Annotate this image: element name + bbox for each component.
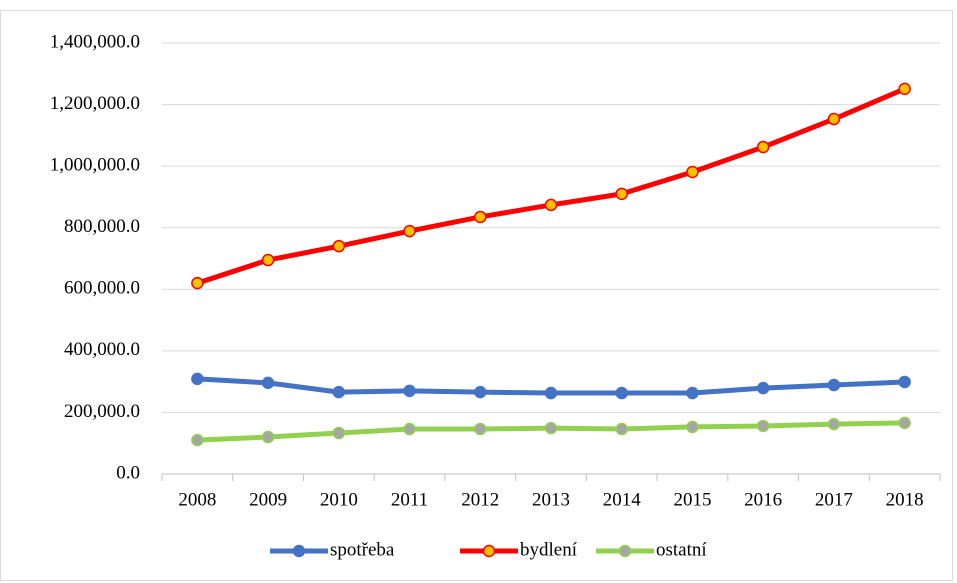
data-point [403,384,416,398]
legend-marker [292,544,306,558]
data-point [261,376,275,390]
x-tick-label: 2008 [178,489,216,510]
data-point [544,386,558,400]
x-tick-label: 2010 [320,489,358,510]
data-point [756,419,770,433]
x-tick-label: 2014 [603,489,642,510]
data-point [544,421,558,435]
data-point [756,381,770,395]
data-point [474,385,487,399]
y-tick-label: 1,400,000.0 [50,31,140,52]
legend-marker [618,544,632,558]
data-point [898,416,911,430]
data-point [827,417,841,431]
x-tick-label: 2009 [249,489,287,510]
x-tick-label: 2015 [673,489,711,510]
x-tick-label: 2016 [744,489,782,510]
data-point [686,386,699,400]
x-tick-label: 2012 [461,489,499,510]
data-point [474,210,487,224]
data-point [261,253,275,267]
y-tick-label: 1,000,000.0 [50,155,140,176]
y-tick-label: 400,000.0 [64,339,140,360]
chart-border [0,10,953,581]
data-point [403,422,416,436]
y-tick-label: 1,200,000.0 [50,93,140,114]
data-point [261,430,275,444]
data-point [191,276,204,290]
data-point [474,422,487,436]
y-tick-label: 800,000.0 [64,216,140,237]
x-tick-label: 2013 [532,489,570,510]
y-tick-label: 0.0 [116,462,140,483]
x-tick-label: 2018 [886,489,924,510]
data-point [756,140,770,154]
x-tick-label: 2017 [815,489,853,510]
data-point [615,386,628,400]
data-point [827,112,841,126]
legend-label: bydlení [520,539,578,560]
data-point [686,420,699,434]
data-point [686,165,699,179]
x-tick-label: 2011 [391,489,428,510]
data-point [332,239,346,253]
data-point [544,198,558,212]
y-tick-label: 600,000.0 [64,278,140,299]
data-point [191,433,204,447]
data-point [898,82,911,96]
data-point [403,224,416,238]
data-point [332,385,346,399]
legend-marker [482,544,496,558]
data-point [615,422,628,436]
data-point [191,372,204,386]
y-tick-label: 200,000.0 [64,401,140,422]
data-point [898,375,911,389]
data-point [332,426,346,440]
data-point [827,378,841,392]
legend-label: spotřeba [330,539,395,560]
data-point [615,187,628,201]
legend-label: ostatní [656,539,707,560]
